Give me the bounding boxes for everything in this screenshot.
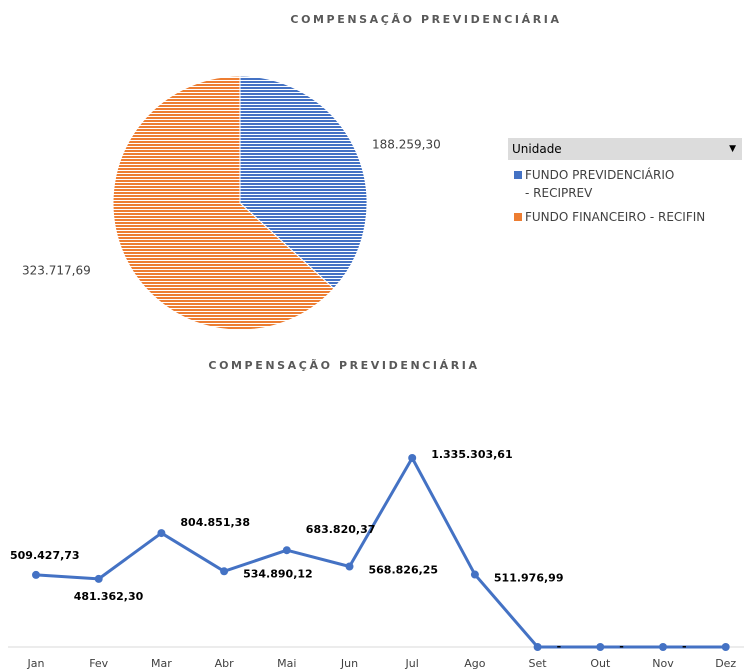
data-point (32, 570, 40, 579)
legend-label: FUNDO FINANCEIRO - RECIFIN (525, 210, 706, 224)
line-title: COMPENSAÇÃO PREVIDENCIÁRIA (208, 359, 479, 372)
x-tick-label: Jun (340, 657, 358, 670)
data-point (282, 546, 291, 555)
pie-slice (112, 75, 335, 331)
legend-title: Unidade (512, 142, 562, 156)
data-point (533, 643, 542, 651)
data-label: - (619, 640, 624, 653)
x-tick-label: Set (529, 657, 548, 670)
data-label: 511.976,99 (494, 572, 564, 585)
legend-swatch (514, 213, 522, 221)
legend-entry[interactable]: FUNDO PREVIDENCIÁRIO - RECIPREV (514, 166, 742, 202)
data-point (470, 570, 479, 579)
data-label: 683.820,37 (306, 523, 376, 536)
data-point (157, 529, 166, 538)
data-label: 534.890,12 (243, 567, 313, 580)
data-point (721, 643, 730, 651)
data-point (220, 567, 229, 576)
data-label: 804.851,38 (180, 516, 250, 529)
x-tick-label: Abr (215, 657, 235, 670)
pie-title: COMPENSAÇÃO PREVIDENCIÁRIA (290, 13, 561, 26)
data-label: - (557, 640, 562, 653)
legend-label: FUNDO PREVIDENCIÁRIO - RECIPREV (525, 168, 675, 200)
x-tick-label: Ago (464, 657, 486, 670)
data-point (408, 454, 417, 462)
x-tick-label: Nov (652, 657, 674, 670)
data-label: 568.826,25 (369, 563, 439, 576)
dropdown-arrow[interactable]: ▼ (729, 144, 736, 154)
line-series (35, 456, 726, 649)
data-point (596, 643, 605, 651)
x-tick-label: Out (590, 657, 611, 670)
data-label: - (682, 640, 687, 653)
data-label: 481.362,30 (74, 590, 144, 603)
data-label: 1.335.303,61 (431, 448, 512, 461)
x-tick-label: Mai (277, 657, 296, 670)
pie-slice (239, 75, 368, 290)
legend: Unidade ▼ FUNDO PREVIDENCIÁRIO - RECIPREV… (508, 138, 742, 226)
x-tick-label: Jan (27, 657, 45, 670)
x-tick-label: Dez (715, 657, 736, 670)
x-tick-label: Fev (89, 657, 108, 670)
data-label: 188.259,30 (372, 138, 441, 152)
legend-swatch (514, 171, 522, 179)
legend-header[interactable]: Unidade ▼ (508, 138, 742, 160)
legend-entry[interactable]: FUNDO FINANCEIRO - RECIFIN (514, 208, 742, 226)
x-tick-label: Mar (151, 657, 172, 670)
data-label: 509.427,73 (10, 549, 80, 562)
data-label: 323.717,69 (22, 264, 91, 278)
data-point (659, 643, 667, 651)
data-point (94, 574, 103, 583)
data-point (345, 562, 354, 571)
x-tick-label: Jul (405, 657, 419, 670)
